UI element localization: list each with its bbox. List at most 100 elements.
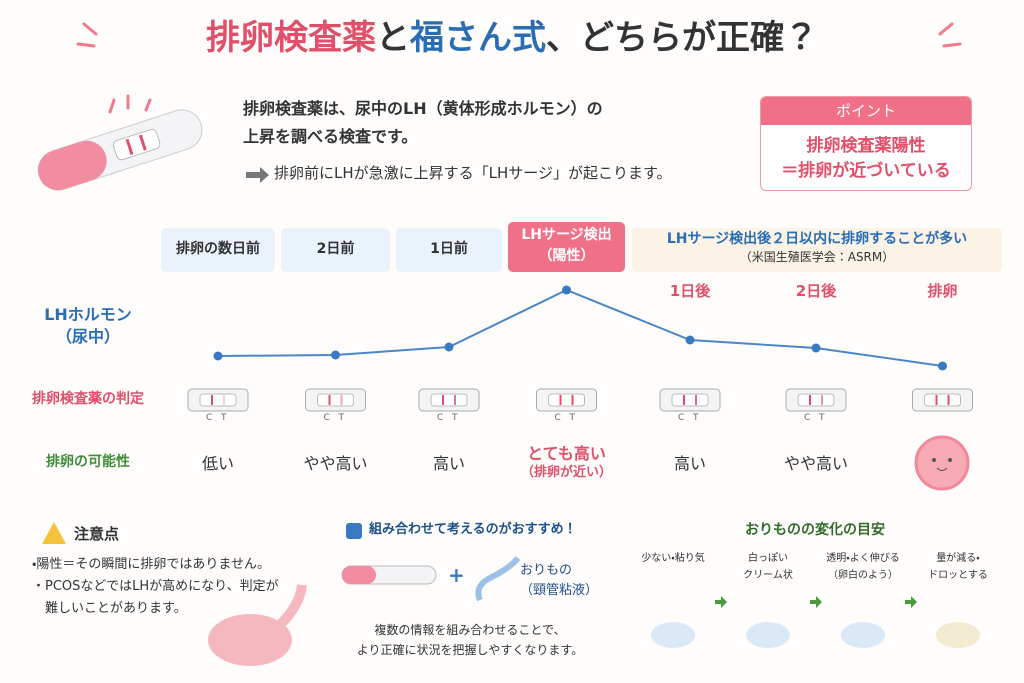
possibility: 高い [432, 454, 465, 473]
col-header-text: 2日前 [316, 241, 355, 257]
strip-cap [342, 566, 376, 584]
combine-discharge: （頸管粘液） [520, 583, 599, 598]
caution-item: ・PCOSなどではLHが高めになり、判定が [32, 579, 279, 594]
title-part: 福さん式 [410, 18, 546, 58]
col-header-text: 1日前 [430, 241, 468, 257]
point-label: ポイント [761, 97, 971, 125]
row-label: 排卵検査薬の判定 [32, 391, 144, 407]
tube-icon [276, 584, 307, 629]
row-label: 排卵の可能性 [46, 453, 130, 470]
lh-point [811, 343, 821, 353]
strip-window [430, 393, 468, 407]
strip-t: T [819, 413, 825, 423]
stage-arrow [810, 596, 822, 608]
caution-item: 難しいことがあります。 [32, 601, 187, 616]
possibility: （排卵が近い） [520, 465, 612, 480]
strip-c: C [678, 413, 685, 423]
point-line: 排卵検査薬陽性 [806, 136, 926, 156]
strip-t: T [338, 413, 345, 423]
caution-item: ・陽性＝その瞬間に排卵ではありません。 [32, 557, 271, 572]
strip-window [548, 393, 585, 407]
strip-window [317, 393, 354, 407]
discharge-shape [651, 622, 695, 648]
col-header: 2日前 [281, 228, 390, 272]
combine-title: 組み合わせて考えるのがおすすめ！ [369, 522, 577, 537]
col-header-text: LHサージ検出 [521, 227, 612, 243]
sub-header: 2日後 [795, 282, 837, 300]
point-box: ポイント排卵検査薬陽性 ＝排卵が近づいている [760, 96, 972, 191]
lh-point [562, 285, 571, 295]
strip-window [199, 393, 237, 407]
arrow-icon [246, 167, 269, 183]
title: 排卵検査薬と福さん式、どちらが正確？ [0, 10, 1024, 59]
stage-text: 量が減る・ [936, 553, 980, 564]
check-icon [346, 523, 362, 539]
lh-curve [217, 288, 943, 367]
intro-note: 排卵前にLHが急激に上昇する「LHサージ」が起こります。 [274, 164, 672, 182]
lh-point [213, 351, 223, 361]
col-header: 排卵の数日前 [161, 228, 275, 272]
strip-c: C [437, 413, 444, 423]
row-label: （尿中） [55, 327, 120, 346]
strip-window [924, 393, 961, 407]
strip-window [671, 393, 709, 407]
ovary-icon [208, 614, 292, 666]
discharge-shape [746, 622, 790, 648]
strip-t: T [452, 413, 458, 423]
title-part: 排卵検査薬 [206, 18, 376, 58]
stage-text: ドロッとする [928, 570, 988, 581]
col-header: LHサージ検出 （陽性） [508, 222, 625, 272]
lh-point [444, 342, 454, 352]
strip-c: C [323, 413, 330, 423]
stage-text: （卵白のよう） [828, 570, 898, 581]
possibility: 高い [673, 454, 706, 473]
stage-text: 白っぽい [748, 553, 788, 564]
egg-mouth [936, 467, 948, 471]
stage-text: 透明・よく伸びる [826, 553, 900, 564]
stage-arrow [905, 596, 917, 608]
discharge-icon [475, 556, 521, 602]
discharge-shape [841, 622, 885, 648]
lh-point [685, 335, 695, 345]
possibility: とても高い [527, 444, 606, 463]
col-header-text: （陽性） [538, 248, 595, 264]
strip-c: C [206, 413, 213, 423]
title-part: と [376, 18, 410, 58]
strip-t: T [569, 413, 576, 423]
intro-line: 排卵検査薬は、尿中のLH（黄体形成ホルモン）の [243, 99, 603, 118]
group-header: LHサージ検出後２日以内に排卵することが多い （米国生殖医学会：ASRM） [632, 228, 1002, 272]
strip-t: T [221, 413, 227, 423]
title-part: 、どちらが正確？ [546, 18, 818, 58]
strip-c: C [554, 413, 561, 423]
group-header-text: （米国生殖医学会：ASRM） [739, 250, 895, 264]
egg-eye [948, 458, 952, 462]
intro-line: 上昇を調べる検査です。 [243, 127, 418, 146]
group-header-text: LHサージ検出後２日以内に排卵することが多い [666, 231, 968, 247]
egg-eye [932, 458, 936, 462]
stage-text: クリーム状 [743, 570, 793, 581]
possibility: やや高い [303, 454, 368, 473]
point-line: ＝排卵が近づいている [781, 161, 951, 181]
lh-point [938, 361, 947, 371]
combine-plus: + [448, 563, 465, 587]
discharge-title: おりものの変化の目安 [745, 522, 885, 538]
possibility: やや高い [783, 454, 848, 473]
lh-point [331, 350, 340, 360]
col-header: 1日前 [396, 228, 502, 272]
egg-icon [914, 435, 970, 491]
possibility: 低い [201, 454, 234, 473]
combine-line: 複数の情報を組み合わせることで、 [374, 623, 566, 637]
col-header-text: 排卵の数日前 [176, 241, 260, 257]
row-label: LHホルモン [44, 305, 132, 324]
combine-line: より正確に状況を把握しやすくなります。 [356, 643, 584, 657]
strip-c: C [804, 413, 811, 423]
strip-window [797, 393, 835, 407]
discharge-shape [936, 622, 980, 648]
stage-text: 少ない・粘り気 [641, 553, 705, 564]
warning-icon [42, 522, 66, 544]
caution-title: 注意点 [74, 525, 120, 543]
sub-header: 1日後 [669, 282, 711, 300]
stage-arrow [715, 596, 727, 608]
